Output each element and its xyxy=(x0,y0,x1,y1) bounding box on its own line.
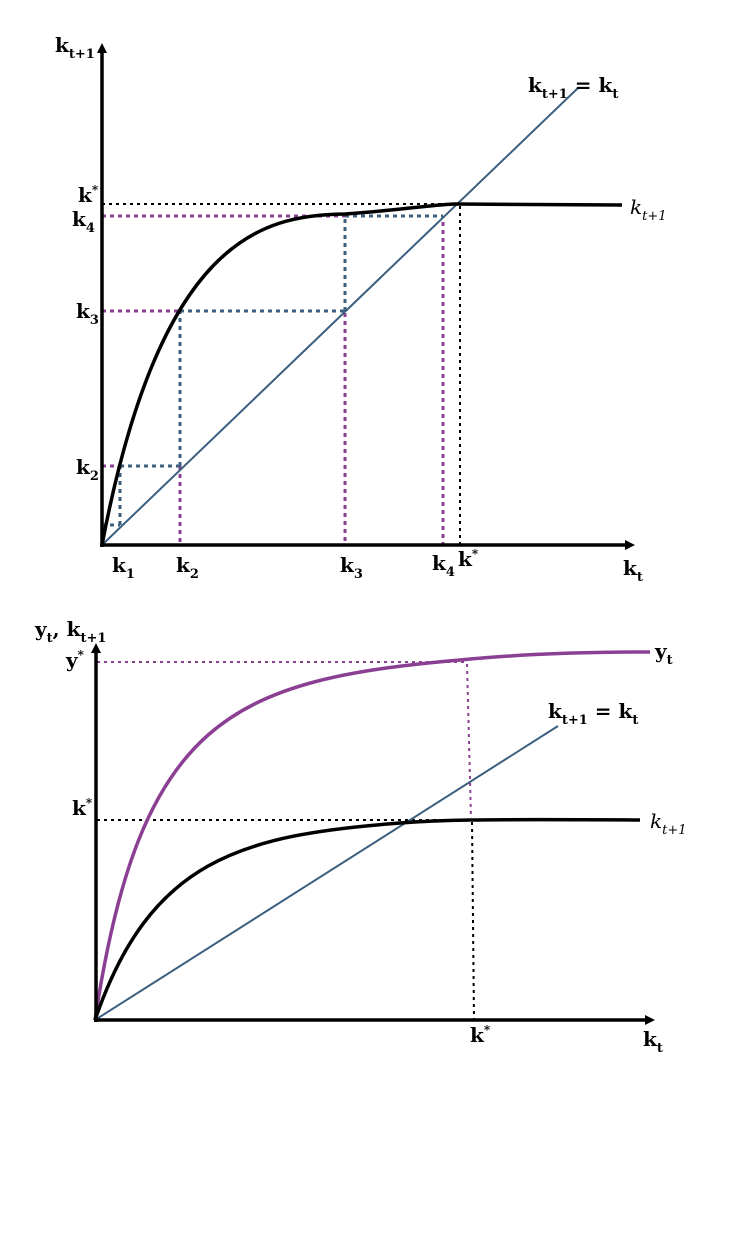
top-x-tick-kstar: k* xyxy=(458,547,479,571)
bottom-output-curve xyxy=(93,650,651,1021)
top-y-tick-k3: k3 xyxy=(76,299,99,328)
top-curve-label: kt+1 xyxy=(630,195,667,224)
bottom-45-degree-line xyxy=(94,725,559,1021)
bottom-y-tick-kstar: k* xyxy=(72,796,93,820)
bottom-capital-curve xyxy=(93,817,641,1021)
bottom-y-tick-ystar: y* xyxy=(65,648,85,672)
top-diagram: kt+1 kt kt+1 = kt kt+1 k* k4 k3 k2 k1 k2… xyxy=(55,33,667,585)
top-x-tick-k4: k4 xyxy=(432,551,455,580)
top-x-tick-k2: k2 xyxy=(176,553,199,582)
bottom-y-axis-label: yt, kt+1 xyxy=(34,617,106,646)
top-x-axis-label: kt xyxy=(623,556,643,585)
top-45-degree-line xyxy=(101,87,579,546)
bottom-x-tick-kstar: k* xyxy=(470,1023,491,1047)
bottom-diagram: yt, kt+1 kt kt+1 = kt yt kt+1 y* k* k* xyxy=(34,617,687,1056)
top-y-tick-k2: k2 xyxy=(76,455,99,484)
bottom-45-line-label: kt+1 = kt xyxy=(548,699,638,728)
bottom-kstar-vertical-guide xyxy=(471,821,475,1021)
top-45-line-label: kt+1 = kt xyxy=(528,73,618,102)
top-x-tick-k1: k1 xyxy=(112,553,135,582)
top-y-axis-label: kt+1 xyxy=(55,33,95,62)
top-capital-curve xyxy=(100,202,623,546)
top-x-tick-k3: k3 xyxy=(340,553,363,582)
bottom-x-axis-label: kt xyxy=(643,1027,663,1056)
top-y-tick-kstar: k* xyxy=(78,183,99,207)
bottom-output-curve-label: yt xyxy=(654,639,673,668)
bottom-capital-curve-label: kt+1 xyxy=(650,809,687,838)
bottom-ystar-vertical-guide xyxy=(466,663,472,819)
top-y-tick-k4: k4 xyxy=(72,207,95,236)
